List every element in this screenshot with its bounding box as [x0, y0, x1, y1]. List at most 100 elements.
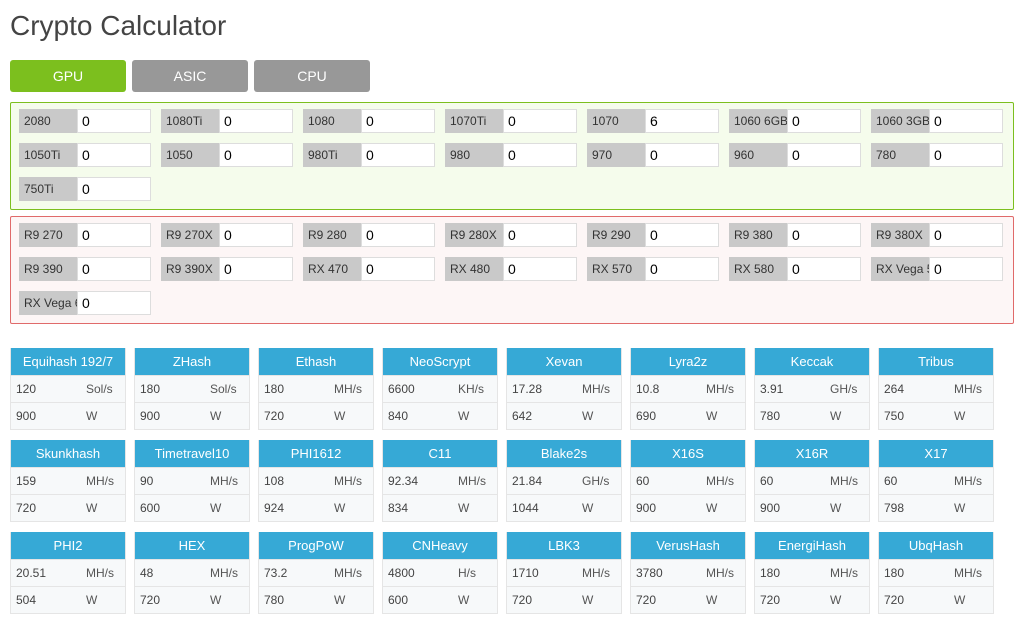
algo-header[interactable]: CNHeavy [383, 532, 497, 559]
algo-header[interactable]: HEX [135, 532, 249, 559]
algo-power-input[interactable] [259, 587, 329, 613]
gpu-count-input[interactable] [645, 223, 719, 247]
algo-header[interactable]: C11 [383, 440, 497, 467]
algo-header[interactable]: Ethash [259, 348, 373, 375]
algo-hash-input[interactable] [631, 560, 701, 586]
algo-power-input[interactable] [879, 587, 949, 613]
algo-hash-input[interactable] [507, 560, 577, 586]
gpu-count-input[interactable] [645, 143, 719, 167]
algo-power-input[interactable] [507, 587, 577, 613]
algo-power-input[interactable] [11, 495, 81, 521]
algo-hash-input[interactable] [631, 468, 701, 494]
algo-hash-input[interactable] [259, 468, 329, 494]
gpu-count-input[interactable] [787, 223, 861, 247]
algo-hash-input[interactable] [11, 376, 81, 402]
algo-header[interactable]: NeoScrypt [383, 348, 497, 375]
algo-header[interactable]: X16S [631, 440, 745, 467]
algo-header[interactable]: Blake2s [507, 440, 621, 467]
algo-hash-input[interactable] [383, 468, 453, 494]
algo-header[interactable]: PHI2 [11, 532, 125, 559]
algo-header[interactable]: X16R [755, 440, 869, 467]
algo-hash-input[interactable] [507, 376, 577, 402]
algo-header[interactable]: Tribus [879, 348, 993, 375]
algo-hash-input[interactable] [879, 560, 949, 586]
tab-gpu[interactable]: GPU [10, 60, 126, 92]
algo-power-input[interactable] [755, 403, 825, 429]
gpu-count-input[interactable] [77, 143, 151, 167]
algo-hash-input[interactable] [631, 376, 701, 402]
algo-hash-input[interactable] [135, 560, 205, 586]
gpu-count-input[interactable] [929, 223, 1003, 247]
algo-hash-input[interactable] [383, 560, 453, 586]
algo-power-input[interactable] [755, 587, 825, 613]
algo-power-input[interactable] [879, 495, 949, 521]
algo-hash-input[interactable] [259, 560, 329, 586]
algo-power-input[interactable] [259, 403, 329, 429]
gpu-count-input[interactable] [361, 143, 435, 167]
algo-header[interactable]: EnergiHash [755, 532, 869, 559]
gpu-count-input[interactable] [503, 143, 577, 167]
algo-power-input[interactable] [135, 495, 205, 521]
tab-asic[interactable]: ASIC [132, 60, 248, 92]
algo-header[interactable]: PHI1612 [259, 440, 373, 467]
gpu-count-input[interactable] [219, 143, 293, 167]
gpu-count-input[interactable] [787, 143, 861, 167]
gpu-count-input[interactable] [77, 223, 151, 247]
algo-header[interactable]: Skunkhash [11, 440, 125, 467]
gpu-count-input[interactable] [361, 109, 435, 133]
algo-power-input[interactable] [11, 403, 81, 429]
algo-header[interactable]: UbqHash [879, 532, 993, 559]
algo-header[interactable]: LBK3 [507, 532, 621, 559]
algo-hash-input[interactable] [507, 468, 577, 494]
algo-hash-input[interactable] [755, 376, 825, 402]
gpu-count-input[interactable] [645, 257, 719, 281]
gpu-count-input[interactable] [645, 109, 719, 133]
gpu-count-input[interactable] [929, 143, 1003, 167]
gpu-count-input[interactable] [503, 109, 577, 133]
algo-hash-input[interactable] [135, 468, 205, 494]
gpu-count-input[interactable] [787, 109, 861, 133]
algo-power-input[interactable] [259, 495, 329, 521]
algo-power-input[interactable] [11, 587, 81, 613]
algo-header[interactable]: Xevan [507, 348, 621, 375]
algo-hash-input[interactable] [755, 468, 825, 494]
algo-hash-input[interactable] [383, 376, 453, 402]
algo-power-input[interactable] [507, 495, 577, 521]
algo-header[interactable]: Timetravel10 [135, 440, 249, 467]
algo-hash-input[interactable] [879, 376, 949, 402]
gpu-count-input[interactable] [929, 257, 1003, 281]
algo-hash-input[interactable] [11, 468, 81, 494]
algo-power-input[interactable] [383, 495, 453, 521]
algo-power-input[interactable] [135, 587, 205, 613]
algo-hash-input[interactable] [135, 376, 205, 402]
algo-power-input[interactable] [631, 587, 701, 613]
gpu-count-input[interactable] [929, 109, 1003, 133]
gpu-count-input[interactable] [503, 223, 577, 247]
tab-cpu[interactable]: CPU [254, 60, 370, 92]
algo-header[interactable]: ProgPoW [259, 532, 373, 559]
algo-power-input[interactable] [631, 495, 701, 521]
gpu-count-input[interactable] [787, 257, 861, 281]
gpu-count-input[interactable] [77, 177, 151, 201]
gpu-count-input[interactable] [361, 257, 435, 281]
algo-hash-input[interactable] [755, 560, 825, 586]
gpu-count-input[interactable] [77, 109, 151, 133]
algo-power-input[interactable] [383, 403, 453, 429]
gpu-count-input[interactable] [361, 223, 435, 247]
gpu-count-input[interactable] [219, 223, 293, 247]
algo-header[interactable]: Equihash 192/7 [11, 348, 125, 375]
algo-power-input[interactable] [755, 495, 825, 521]
gpu-count-input[interactable] [77, 291, 151, 315]
gpu-count-input[interactable] [77, 257, 151, 281]
algo-power-input[interactable] [507, 403, 577, 429]
algo-power-input[interactable] [879, 403, 949, 429]
algo-header[interactable]: ZHash [135, 348, 249, 375]
algo-header[interactable]: Lyra2z [631, 348, 745, 375]
algo-hash-input[interactable] [11, 560, 81, 586]
gpu-count-input[interactable] [503, 257, 577, 281]
algo-hash-input[interactable] [259, 376, 329, 402]
algo-power-input[interactable] [383, 587, 453, 613]
algo-header[interactable]: X17 [879, 440, 993, 467]
algo-hash-input[interactable] [879, 468, 949, 494]
algo-header[interactable]: Keccak [755, 348, 869, 375]
